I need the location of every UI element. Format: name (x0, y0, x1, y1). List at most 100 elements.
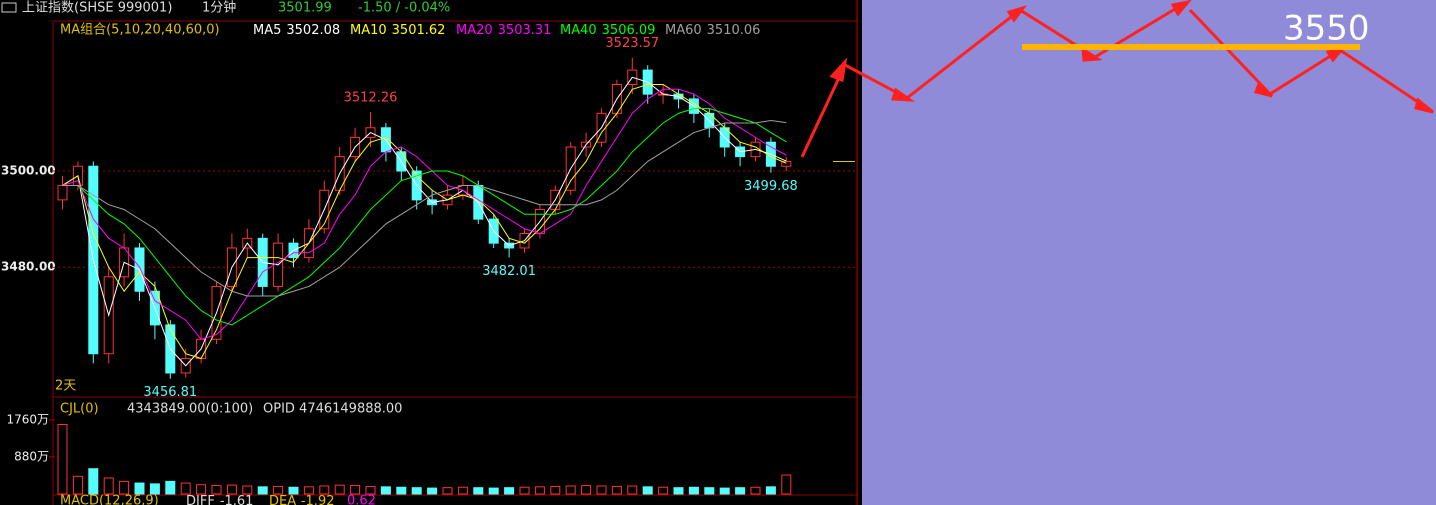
volume-bar (427, 487, 438, 495)
volume-bar (765, 486, 776, 495)
dea-name: DEA (269, 494, 296, 505)
volume-bar (72, 475, 83, 495)
volume-bar (273, 485, 284, 495)
y-tick-label: 880万 (14, 449, 49, 463)
y-tick-label: 1760万 (6, 412, 49, 426)
ma-line (62, 120, 787, 297)
volume-note: OPID 4746149888.00 (263, 402, 402, 417)
legend-value: 3503.31 (498, 23, 552, 38)
volume-bar (242, 485, 253, 495)
volume-bar (365, 485, 376, 495)
legend-entry: MA40 3506.09 (560, 23, 655, 38)
volume-bar (735, 487, 746, 495)
arrow-head (1414, 97, 1434, 114)
volume-bar (704, 487, 715, 495)
volume-bar (673, 487, 684, 495)
legend-entry: MA60 3510.06 (665, 23, 760, 38)
macd-diff: DIFF -1.61 (186, 494, 253, 505)
macd-title[interactable]: MACD(12,26,9) (60, 494, 159, 505)
zigzag-arrow (1188, 8, 1431, 112)
volume-bar (57, 423, 68, 495)
volume-bar (658, 486, 669, 495)
low-label: 3499.68 (744, 179, 798, 194)
low-label: 3456.81 (143, 385, 197, 400)
macd-value: 0.62 (347, 494, 376, 505)
legend-entry: MA20 3503.31 (456, 23, 551, 38)
volume-bar (119, 480, 130, 495)
ma-line (62, 84, 787, 360)
volume-bar (319, 485, 330, 495)
y-tick-label: 3500.00 (1, 164, 56, 178)
arrow-head (1081, 47, 1103, 62)
volume-bar (781, 474, 792, 495)
range-label: 2天 (55, 379, 76, 394)
volume-bar (196, 484, 207, 495)
diff-name: DIFF (186, 494, 215, 505)
macd-dea: DEA -1.92 (269, 494, 334, 505)
legend-value: 3510.06 (707, 23, 761, 38)
volume-bar (134, 482, 145, 495)
diff-value: -1.61 (220, 494, 254, 505)
volume-bar (581, 485, 592, 495)
volume-bar (550, 485, 561, 495)
volume-bar (457, 486, 468, 495)
price: 3501.99 (278, 1, 332, 16)
volume-bar (442, 487, 453, 495)
y-tick-label: 3480.00 (1, 260, 56, 274)
volume-bar (350, 485, 361, 495)
legend-value: 3501.62 (392, 23, 446, 38)
volume-bar (719, 487, 730, 495)
volume-bar (473, 487, 484, 495)
volume-bar (688, 486, 699, 495)
volume-bar (88, 468, 99, 495)
ma-line (62, 88, 787, 340)
target-label: 3550 (1283, 9, 1370, 49)
volume-bar (180, 482, 191, 495)
volume-bar (211, 485, 222, 495)
legend-entry: MA10 3501.62 (350, 23, 445, 38)
period[interactable]: 1分钟 (202, 0, 236, 16)
volume-bar (488, 487, 499, 495)
volume-bar (627, 485, 638, 495)
legend-value: 3502.08 (286, 23, 340, 38)
arrow-head (1254, 81, 1274, 98)
volume-bar (534, 486, 545, 495)
menu-icon[interactable] (1, 2, 17, 13)
volume-bar (411, 487, 422, 495)
volume-bar (257, 486, 268, 495)
legend-name: MA10 (350, 23, 387, 38)
volume-bar (288, 486, 299, 495)
arrow-head (829, 57, 848, 83)
high-label: 3523.57 (605, 36, 659, 51)
ma-line (62, 108, 787, 326)
ma-legend-title[interactable]: MA组合(5,10,20,40,60,0) (60, 23, 220, 38)
volume-bar (334, 484, 345, 495)
legend-entry: MA5 3502.08 (253, 23, 340, 38)
low-label: 3482.01 (482, 264, 536, 279)
annotation-panel (862, 0, 1436, 505)
volume-bar (596, 485, 607, 495)
volume-bar (165, 480, 176, 495)
volume-bar (565, 485, 576, 495)
legend-name: MA60 (665, 23, 702, 38)
volume-bar (519, 486, 530, 495)
volume-title[interactable]: CJL(0) (60, 402, 99, 417)
change: -1.50 / -0.04% (358, 1, 450, 16)
arrow-head (1006, 5, 1027, 23)
arrow-head (890, 87, 916, 102)
candle-body (57, 184, 68, 201)
dea-value: -1.92 (301, 494, 335, 505)
volume-bar (380, 486, 391, 495)
legend-name: MA40 (560, 23, 597, 38)
volume-bar (226, 484, 237, 495)
volume-bar (642, 486, 653, 495)
arrow-head (1170, 0, 1192, 17)
volume-bar (103, 477, 114, 495)
volume-bar (303, 486, 314, 495)
volume-bar (504, 487, 515, 495)
legend-name: MA5 (253, 23, 281, 38)
symbol: 上证指数(SHSE 999001) (22, 1, 172, 16)
high-label: 3512.26 (344, 91, 398, 106)
